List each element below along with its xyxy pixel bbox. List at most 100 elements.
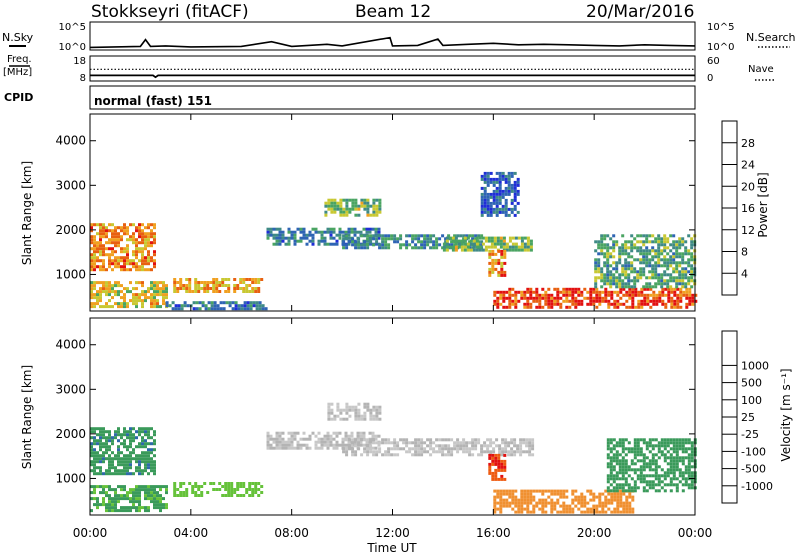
beam-label: Beam 12 xyxy=(355,2,431,22)
heatmap-cell xyxy=(99,296,102,300)
heatmap-cell xyxy=(153,469,156,473)
heatmap-cell xyxy=(493,495,497,499)
heatmap-cell xyxy=(278,236,282,240)
heatmap-cell xyxy=(500,264,504,268)
heatmap-cell xyxy=(150,448,153,452)
heatmap-cell xyxy=(96,503,99,507)
heatmap-cell xyxy=(117,262,120,266)
heatmap-cell xyxy=(501,204,505,208)
heatmap-cell xyxy=(435,243,439,247)
heatmap-cell xyxy=(624,453,628,457)
heatmap-cell xyxy=(366,453,370,457)
heatmap-cell xyxy=(350,230,354,234)
heatmap-cell xyxy=(96,290,99,294)
heatmap-cell xyxy=(598,495,602,499)
heatmap-cell xyxy=(666,267,670,271)
heatmap-cell xyxy=(411,447,415,451)
heatmap-cell xyxy=(93,253,96,257)
heatmap-cell xyxy=(120,494,123,498)
heatmap-cell xyxy=(535,504,539,508)
heatmap-cell xyxy=(681,474,685,478)
heatmap-cell xyxy=(601,504,605,508)
heatmap-cell xyxy=(105,436,108,440)
heatmap-cell xyxy=(523,498,527,502)
heatmap-cell xyxy=(489,192,493,196)
heatmap-cell xyxy=(504,180,508,184)
heatmap-cell xyxy=(105,451,108,455)
heatmap-cell xyxy=(126,244,129,248)
heatmap-cell xyxy=(471,234,475,238)
heatmap-cell xyxy=(117,259,120,263)
heatmap-cell xyxy=(375,210,379,214)
heatmap-cell xyxy=(144,457,147,461)
heatmap-cell xyxy=(510,453,514,457)
heatmap-cell xyxy=(640,293,644,297)
heatmap-cell xyxy=(96,439,99,443)
heatmap-cell xyxy=(126,305,129,309)
heatmap-cell xyxy=(111,268,114,272)
heatmap-cell xyxy=(690,447,694,451)
heatmap-cell xyxy=(144,293,147,297)
heatmap-cell xyxy=(354,201,358,205)
heatmap-cell xyxy=(513,180,517,184)
heatmap-cell xyxy=(120,250,123,254)
heatmap-cell xyxy=(494,453,498,457)
heatmap-cell xyxy=(669,465,673,469)
heatmap-cell xyxy=(215,278,219,281)
heatmap-cell xyxy=(111,259,114,263)
heatmap-cell xyxy=(405,444,409,448)
heatmap-cell xyxy=(375,408,379,412)
heatmap-cell xyxy=(514,236,518,240)
heatmap-cell xyxy=(532,504,536,508)
heatmap-cell xyxy=(305,236,309,240)
heatmap-cell xyxy=(580,293,584,297)
cpid-mode: normal (fast) 151 xyxy=(94,94,212,108)
heatmap-cell xyxy=(628,504,632,508)
heatmap-cell xyxy=(657,261,661,265)
heatmap-cell xyxy=(96,247,99,251)
heatmap-cell xyxy=(648,276,652,280)
heatmap-cell xyxy=(526,236,530,240)
heatmap-cell xyxy=(117,451,120,455)
y-tick-label: 3000 xyxy=(55,178,86,192)
heatmap-cell xyxy=(636,459,640,463)
x-tick-label: 12:00 xyxy=(375,526,410,540)
heatmap-cell xyxy=(606,243,610,247)
heatmap-cell xyxy=(147,488,150,492)
heatmap-cell xyxy=(254,290,258,293)
heatmap-cell xyxy=(330,201,334,205)
heatmap-cell xyxy=(498,192,502,196)
heatmap-cell xyxy=(681,489,685,493)
heatmap-cell xyxy=(678,459,682,463)
heatmap-cell xyxy=(117,265,120,269)
heatmap-cell xyxy=(162,503,165,507)
heatmap-cell xyxy=(508,302,512,306)
heatmap-cell xyxy=(508,492,512,496)
heatmap-cell xyxy=(526,489,530,493)
heatmap-cell xyxy=(269,233,273,237)
heatmap-cell xyxy=(681,444,685,448)
heatmap-cell xyxy=(348,240,352,244)
heatmap-cell xyxy=(251,281,255,284)
heatmap-cell xyxy=(132,287,135,291)
heatmap-cell xyxy=(342,207,346,211)
heatmap-cell xyxy=(568,504,572,508)
heatmap-cell xyxy=(562,504,566,508)
heatmap-cell xyxy=(351,240,355,244)
heatmap-cell xyxy=(444,453,448,457)
heatmap-cell xyxy=(206,284,210,287)
heatmap-cell xyxy=(357,207,361,211)
heatmap-cell xyxy=(487,236,491,240)
heatmap-cell xyxy=(278,431,282,435)
heatmap-cell xyxy=(323,239,327,243)
heatmap-cell xyxy=(565,305,569,309)
heatmap-cell xyxy=(513,453,517,457)
heatmap-cell xyxy=(513,438,517,442)
heatmap-cell xyxy=(639,450,643,454)
heatmap-cell xyxy=(498,210,502,214)
heatmap-cell xyxy=(519,438,523,442)
heatmap-cell xyxy=(150,299,153,303)
heatmap-cell xyxy=(538,296,542,300)
heatmap-cell xyxy=(363,414,367,418)
heatmap-cell xyxy=(483,195,487,199)
